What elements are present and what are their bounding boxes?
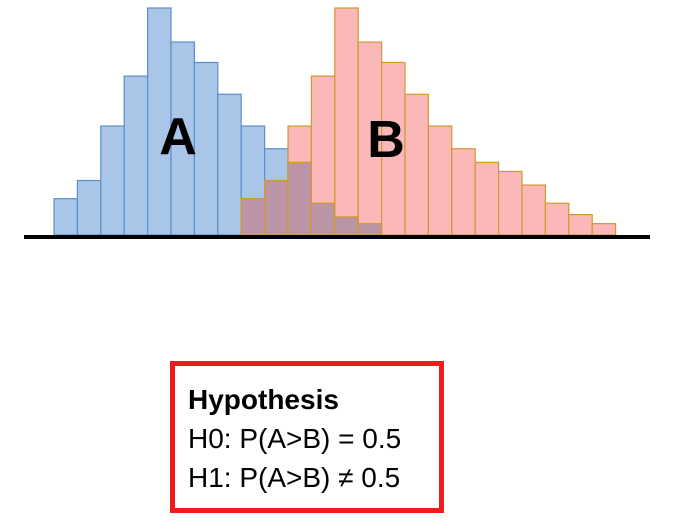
distribution-b-bar — [591, 223, 617, 236]
distribution-b-bar — [474, 161, 500, 236]
overlap-bar — [264, 179, 289, 236]
overlap-bar — [357, 223, 383, 236]
distribution-b-bar — [544, 202, 570, 236]
distribution-a-bar — [123, 75, 149, 236]
distribution-a-bar — [100, 125, 125, 236]
overlap-bar — [240, 198, 266, 236]
distribution-a-bar — [217, 93, 242, 236]
hypothesis-title: Hypothesis — [188, 384, 339, 415]
distribution-a-bar — [193, 61, 219, 236]
distribution-b-bar — [404, 93, 429, 236]
hypothesis-box: Hypothesis H0: P(A>B) = 0.5 H1: P(A>B) ≠… — [170, 361, 444, 513]
distribution-histogram: A B — [24, 7, 650, 239]
overlap-bar — [287, 161, 312, 236]
overlap-bar — [334, 216, 359, 236]
alternative-hypothesis: H1: P(A>B) ≠ 0.5 — [188, 462, 401, 493]
distribution-a-label: A — [159, 108, 197, 166]
distribution-a-bar — [53, 198, 78, 236]
overlap-bars — [240, 161, 383, 236]
distribution-b-bar — [498, 170, 523, 236]
distribution-b-bar — [334, 7, 359, 236]
distribution-b-bar — [451, 148, 476, 236]
distribution-b-label: B — [367, 111, 405, 169]
distribution-a-bar — [76, 179, 102, 236]
distribution-b-bar — [521, 184, 546, 236]
distribution-b-bar — [568, 213, 593, 236]
null-hypothesis: H0: P(A>B) = 0.5 — [188, 423, 402, 454]
distribution-b-bar — [427, 125, 453, 236]
overlap-bar — [310, 202, 336, 236]
